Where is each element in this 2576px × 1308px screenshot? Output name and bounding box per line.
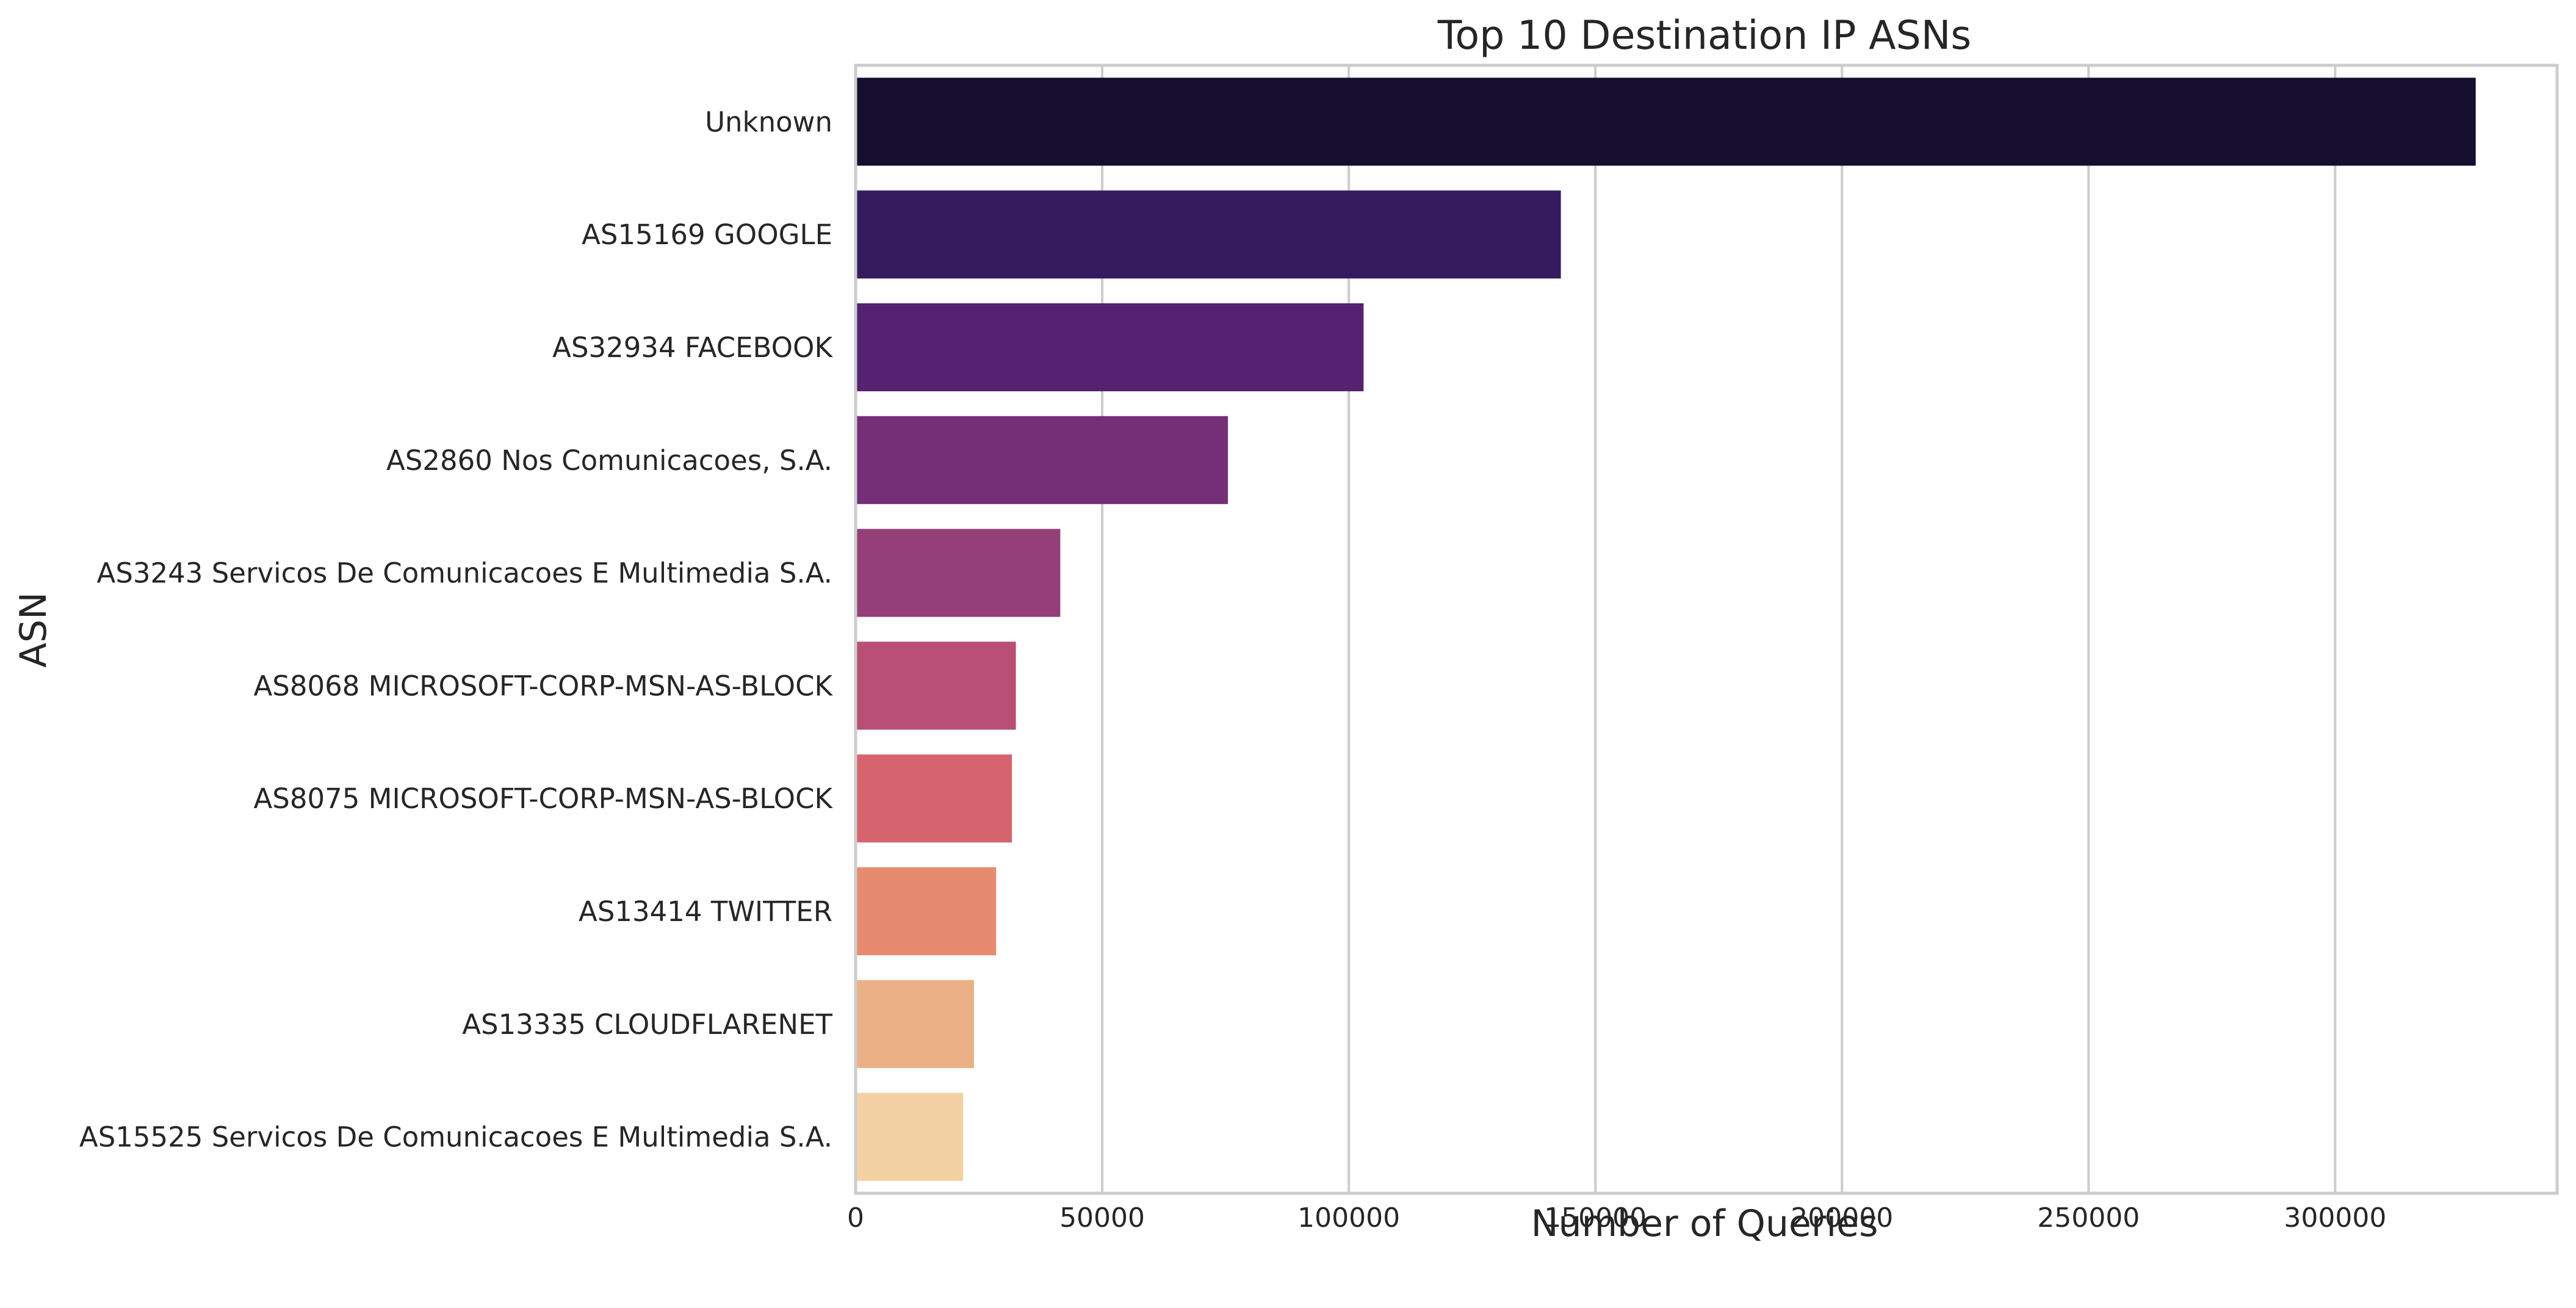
x-axis-label: Number of Queries (1531, 1202, 1878, 1245)
category-label: AS3243 Servicos De Comunicacoes E Multim… (97, 557, 832, 590)
bar (856, 78, 2476, 166)
x-tick-labels: 0 50000 100000 150000 200000 250000 300000 (847, 1202, 2386, 1234)
y-axis-label: ASN (12, 592, 55, 668)
bar (856, 754, 1012, 843)
bar (856, 529, 1061, 617)
x-tick-label: 300000 (2284, 1202, 2386, 1234)
bar (856, 303, 1364, 392)
x-tick-label: 250000 (2037, 1202, 2140, 1234)
category-label: AS32934 FACEBOOK (552, 331, 833, 364)
x-tick-label: 0 (847, 1202, 864, 1234)
bar (856, 980, 974, 1068)
category-label: AS13335 CLOUDFLARENET (462, 1008, 832, 1041)
bar (856, 867, 997, 956)
bar (856, 416, 1228, 504)
chart-title: Top 10 Destination IP ASNs (1437, 13, 1972, 59)
category-label: AS8068 MICROSOFT-CORP-MSN-AS-BLOCK (253, 670, 833, 702)
category-label: AS8075 MICROSOFT-CORP-MSN-AS-BLOCK (253, 782, 833, 815)
category-label: AS15169 GOOGLE (582, 219, 832, 251)
category-label: AS15525 Servicos De Comunicacoes E Multi… (79, 1121, 832, 1154)
plot-frame (854, 63, 2559, 1195)
bars (856, 78, 2476, 1181)
category-label: AS2860 Nos Comunicacoes, S.A. (386, 444, 832, 477)
category-label: Unknown (705, 106, 832, 138)
x-tick-label: 100000 (1297, 1202, 1400, 1234)
x-tick-label: 150000 (1544, 1202, 1647, 1234)
x-tick-label: 50000 (1059, 1202, 1145, 1234)
category-label: AS13414 TWITTER (579, 895, 832, 928)
category-labels: Unknown AS15169 GOOGLE AS32934 FACEBOOK AS2… (79, 106, 834, 1153)
bar (856, 1093, 964, 1181)
bar (856, 190, 1561, 279)
x-tick-label: 200000 (1791, 1202, 1893, 1234)
bar (856, 641, 1016, 730)
